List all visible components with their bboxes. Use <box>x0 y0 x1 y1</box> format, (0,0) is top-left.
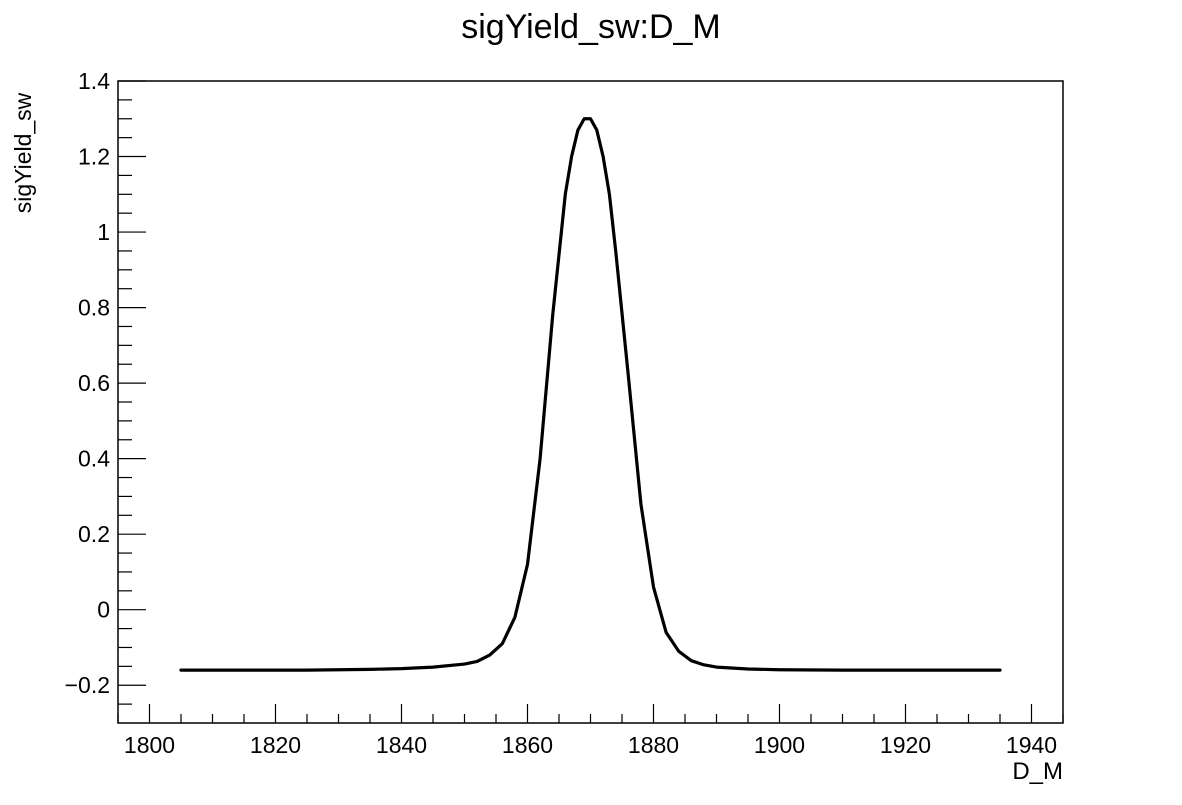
y-tick-label: 0.8 <box>78 295 110 321</box>
x-tick-label: 1840 <box>376 732 427 758</box>
series-layer <box>179 117 1002 672</box>
y-tick-label: 0 <box>97 597 110 623</box>
x-tick-label: 1900 <box>754 732 805 758</box>
y-tick-label: 0.6 <box>78 370 110 396</box>
chart-title: sigYield_sw:D_M <box>461 8 721 46</box>
y-tick-label: 0.2 <box>78 521 110 547</box>
y-tick-label: 0.4 <box>78 446 110 472</box>
y-axis-tick-labels: −0.2 0 0.2 0.4 0.6 0.8 1 1.2 1.4 <box>65 68 111 698</box>
y-tick-label: 1.4 <box>78 68 110 94</box>
y-tick-label: 1.2 <box>78 144 110 170</box>
y-axis-label: sigYield_sw <box>10 92 36 213</box>
x-axis-ticks <box>117 704 1064 723</box>
y-tick-label: −0.2 <box>65 672 110 698</box>
x-axis-label: D_M <box>1012 758 1063 785</box>
series-line <box>179 117 1002 672</box>
x-tick-label: 1920 <box>880 732 931 758</box>
x-tick-label: 1860 <box>502 732 553 758</box>
x-tick-label: 1800 <box>124 732 175 758</box>
x-tick-label: 1880 <box>628 732 679 758</box>
x-tick-label: 1820 <box>250 732 301 758</box>
y-tick-label: 1 <box>97 219 110 245</box>
y-axis-ticks <box>118 80 146 705</box>
x-tick-label: 1940 <box>1006 732 1057 758</box>
x-axis-tick-labels: 1800 1820 1840 1860 1880 1900 1920 1940 <box>124 732 1057 758</box>
